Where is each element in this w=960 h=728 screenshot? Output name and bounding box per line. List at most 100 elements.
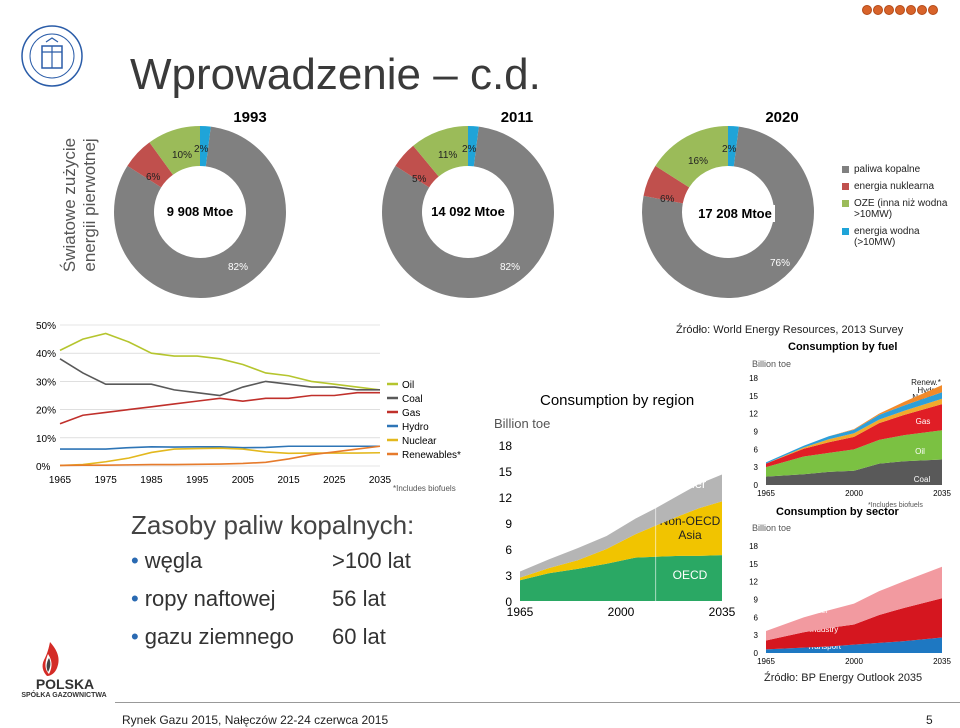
bullet-icon: • — [131, 586, 139, 611]
y-tick-label: 20% — [36, 406, 56, 417]
y-axis-title: Billion toe — [494, 416, 550, 431]
donut-year: 2011 — [501, 109, 534, 126]
y-tick-label: 30% — [36, 377, 56, 388]
header-dot — [895, 5, 905, 15]
y-tick-label: 9 — [754, 428, 759, 437]
donut-total-bg — [428, 203, 508, 220]
legend-label: Coal — [402, 394, 423, 405]
chart-title: Consumption by region — [540, 392, 694, 409]
legend-label: paliwa kopalne — [854, 164, 921, 175]
donut-slice — [655, 126, 728, 188]
area-series — [766, 430, 942, 477]
legend-label: Renewables* — [402, 450, 461, 461]
series-label: Hydro — [917, 386, 939, 395]
donut-slice — [643, 165, 690, 204]
y-tick-label: 18 — [749, 374, 758, 383]
y-tick-label: 15 — [749, 392, 758, 401]
series-label: OECD — [673, 568, 708, 582]
footer-text: Rynek Gazu 2015, Nałęczów 22-24 czerwca … — [122, 713, 389, 727]
logo-text-main: POLSKA — [35, 676, 95, 692]
bullet-icon: • — [131, 548, 139, 573]
donut-slice — [395, 145, 439, 188]
x-tick-label: 1965 — [507, 605, 534, 619]
y-tick-label: 6 — [754, 613, 759, 622]
x-tick-label: 1975 — [95, 475, 118, 486]
header-dots — [862, 2, 939, 20]
donut-slice — [127, 142, 173, 188]
y-tick-label: 18 — [749, 542, 758, 551]
y-axis-title: Billion toe — [752, 523, 791, 533]
donut-year: 1993 — [233, 109, 266, 126]
donut-legend: paliwa kopalne energia nuklearna OZE (inna… — [842, 164, 960, 254]
reserves-heading: Zasoby paliw kopalnych: — [131, 510, 415, 540]
donut-slice — [200, 126, 211, 167]
fuel-area-chart: Consumption by fuel Billion toe 0 3 6 9 12 15 18… — [749, 341, 951, 509]
y-tick-label: 15 — [499, 465, 513, 479]
donut-percent-label: 5% — [412, 174, 427, 185]
y-tick-label: 0 — [754, 649, 759, 658]
donut-percent-label: 2% — [722, 144, 737, 155]
legend-item: energia nuklearna — [842, 181, 960, 192]
legend-label: Gas — [402, 408, 420, 419]
bullet-icon: • — [131, 624, 139, 649]
x-tick-label: 1965 — [757, 657, 775, 666]
x-tick-label: 1985 — [140, 475, 163, 486]
header-dot — [906, 5, 916, 15]
donut-percent-label: 76% — [770, 258, 790, 269]
area-series — [766, 392, 942, 464]
y-tick-label: 0 — [754, 481, 759, 490]
region-area-chart: Consumption by region Billion toe 0 3 6 9 12 15… — [494, 392, 736, 619]
area-series — [520, 501, 722, 581]
y-tick-label: 0% — [36, 462, 51, 473]
y-tick-label: 3 — [754, 463, 759, 472]
legend-label: energia wodna (>10MW) — [854, 226, 920, 248]
flame-logo-icon — [42, 642, 59, 676]
donut-total-bg — [160, 203, 240, 220]
reserves-item-value: 60 lat — [332, 624, 386, 649]
area-series — [766, 398, 942, 464]
chart-note: *Includes biofuels — [393, 484, 456, 493]
reserves-item: • gazu ziemnego — [131, 624, 294, 650]
legend-swatch — [842, 166, 849, 173]
donut-year: 2020 — [765, 109, 798, 126]
donut-total-label: 9 908 Mtoe — [167, 204, 233, 219]
series-label: Other — [674, 476, 707, 491]
series-label: Industry — [810, 625, 838, 634]
donut-percent-label: 82% — [500, 262, 520, 273]
x-tick-label: 2000 — [845, 489, 863, 498]
donut-slice — [114, 126, 287, 299]
legend-swatch — [842, 200, 849, 207]
reserves-item: • węgla — [131, 548, 202, 574]
y-tick-label: 40% — [36, 349, 56, 360]
reserves-item-label: węgla — [144, 548, 203, 573]
y-tick-label: 18 — [499, 439, 513, 453]
donut-percent-label: 6% — [660, 194, 675, 205]
series-line — [59, 358, 380, 397]
x-tick-label: 2035 — [369, 475, 392, 486]
y-tick-label: 9 — [754, 596, 759, 605]
donut-slice — [382, 126, 554, 298]
sector-area-chart: Consumption by sector Billion toe 0 3 6 9 12 15… — [749, 506, 951, 666]
header-dot — [884, 5, 894, 15]
x-tick-label: 2035 — [933, 657, 951, 666]
y-tick-label: 3 — [505, 569, 512, 583]
donut-percent-label: 82% — [228, 262, 248, 273]
donut-percent-label: 2% — [194, 144, 209, 155]
area-series — [766, 566, 942, 641]
area-series — [520, 555, 722, 601]
y-tick-label: 12 — [499, 491, 513, 505]
donut-total-bg — [695, 205, 775, 222]
legend-label: Nuclear — [402, 436, 437, 447]
donut-slice — [468, 126, 479, 167]
legend-item: paliwa kopalne — [842, 164, 960, 175]
legend-item: energia wodna (>10MW) — [842, 226, 960, 248]
logo-text-sub: SPÓŁKA GAZOWNICTWA — [21, 692, 107, 699]
legend-label: Oil — [402, 380, 414, 391]
x-tick-label: 2015 — [277, 475, 300, 486]
chart-note: *Includes biofuels — [868, 502, 923, 509]
x-tick-label: 1965 — [49, 475, 72, 486]
series-line — [59, 391, 380, 425]
area-series — [766, 404, 942, 468]
donut-slice — [642, 126, 814, 298]
